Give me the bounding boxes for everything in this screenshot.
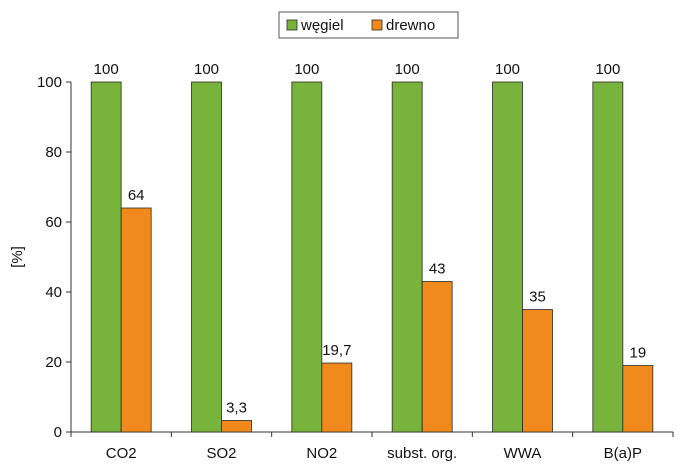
y-tick-label: 20 — [45, 354, 62, 371]
bar-value-label: 100 — [495, 61, 520, 78]
legend: węgiel drewno — [278, 11, 459, 39]
legend-swatch — [371, 19, 383, 31]
bar-value-label: 19 — [629, 345, 646, 362]
x-category-label: B(a)P — [604, 445, 642, 462]
y-tick-label: 100 — [37, 74, 62, 91]
y-tick-label: 40 — [45, 284, 62, 301]
bar-value-label: 100 — [395, 61, 420, 78]
x-category-label: CO2 — [106, 445, 137, 462]
bar-series1 — [291, 81, 323, 433]
bar-series1 — [90, 81, 122, 433]
bar-value-label: 35 — [529, 289, 546, 306]
plot-area: 0 20 40 60 80 100 CO2 SO2 NO2 subst. org. WWA B(a)… — [37, 61, 674, 462]
bar-value-label: 19,7 — [322, 342, 351, 359]
y-axis-ticks: 0 20 40 60 80 100 — [37, 74, 71, 441]
x-axis-ticks: CO2 SO2 NO2 subst. org. WWA B(a)P — [70, 432, 674, 462]
bar-value-label: 3,3 — [226, 399, 247, 416]
bar-value-label: 100 — [595, 61, 620, 78]
x-category-label: SO2 — [206, 445, 236, 462]
legend-label: drewno — [386, 17, 435, 34]
bars — [90, 81, 654, 433]
bar-value-label: 64 — [128, 187, 145, 204]
y-axis-title: [%] — [9, 246, 26, 268]
bar-series2 — [421, 281, 453, 433]
legend-swatch — [286, 19, 298, 31]
bar-value-label: 100 — [194, 61, 219, 78]
bar-series1 — [391, 81, 423, 433]
x-category-label: NO2 — [306, 445, 337, 462]
bar-series1 — [492, 81, 523, 433]
x-category-label: WWA — [504, 445, 542, 462]
x-category-label: subst. org. — [387, 445, 457, 462]
bar-value-label: 43 — [429, 261, 446, 278]
legend-label: węgiel — [300, 17, 344, 34]
bar-value-label: 100 — [294, 61, 319, 78]
bar-series1 — [191, 81, 222, 433]
bar-series1 — [592, 81, 624, 433]
bar-series2 — [522, 309, 553, 433]
bar-series2 — [221, 420, 252, 433]
bar-value-label: 100 — [94, 61, 119, 78]
y-tick-label: 60 — [45, 214, 62, 231]
y-tick-label: 0 — [54, 424, 62, 441]
legend-box — [278, 11, 459, 39]
bar-series2 — [622, 365, 654, 433]
bar-series2 — [321, 362, 353, 433]
bar-series2 — [120, 207, 152, 433]
y-tick-label: 80 — [45, 144, 62, 161]
data-labels: 100 64 100 3,3 100 19,7 100 43 100 35 100 19 — [94, 61, 647, 416]
